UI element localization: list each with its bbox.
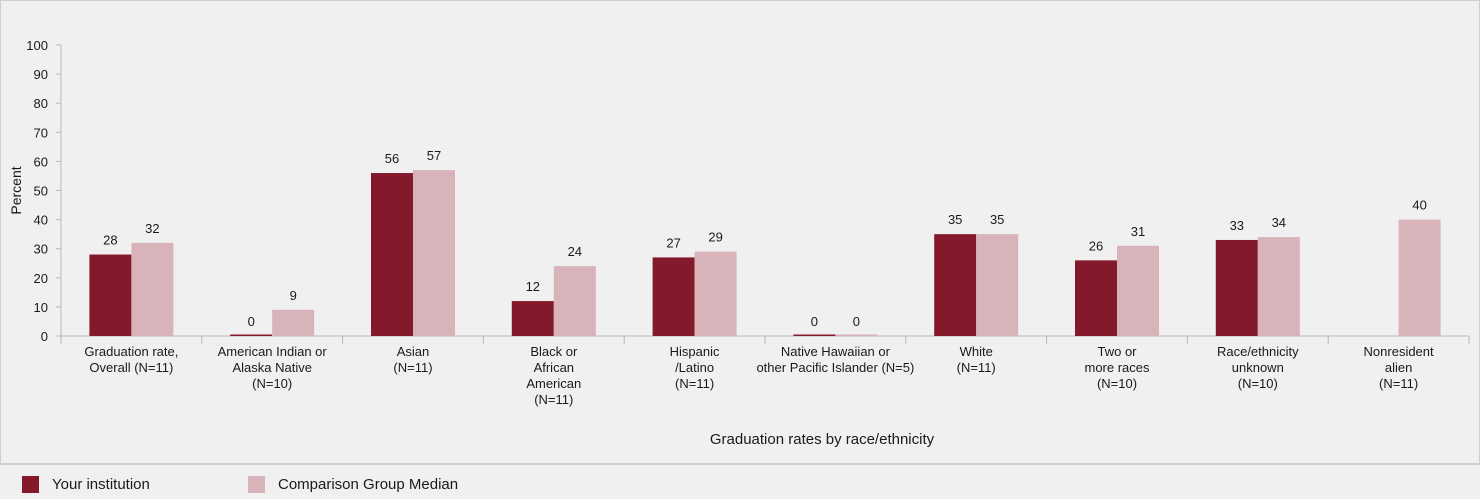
bar-comparison-median bbox=[1117, 245, 1159, 336]
legend: Your institution Comparison Group Median bbox=[0, 464, 1480, 499]
x-tick-label-line: (N=10) bbox=[1238, 376, 1278, 391]
chart-frame: 0 10 20 30 40 50 60 70 80 90 100 Percent 28 32 Graduat… bbox=[0, 0, 1480, 464]
x-tick-label: Asian (N=11) bbox=[393, 344, 432, 375]
data-label: 0 bbox=[853, 314, 860, 329]
bar-comparison-median bbox=[131, 242, 174, 336]
bar-your-institution bbox=[89, 254, 132, 336]
x-tick-label-line: Black or bbox=[530, 344, 578, 359]
y-tick-label: 20 bbox=[34, 271, 48, 286]
x-tick-label-line: alien bbox=[1385, 360, 1412, 375]
x-tick-label-line: African bbox=[534, 360, 574, 375]
legend-item-comparison-group-median: Comparison Group Median bbox=[248, 476, 458, 493]
x-tick-label-line: Asian bbox=[397, 344, 430, 359]
bar-comparison-median bbox=[553, 266, 596, 336]
y-tick-label: 90 bbox=[34, 67, 48, 82]
x-tick-label-line: more races bbox=[1084, 360, 1150, 375]
data-label: 32 bbox=[145, 221, 159, 236]
x-tick-label-line: (N=11) bbox=[534, 392, 573, 407]
data-label: 9 bbox=[290, 288, 297, 303]
x-tick-label-line: /Latino bbox=[675, 360, 714, 375]
legend-label-comparison-group-median: Comparison Group Median bbox=[278, 476, 459, 493]
bar-your-institution bbox=[371, 173, 413, 336]
y-axis-title: Percent bbox=[8, 166, 24, 214]
x-tick-label-line: Alaska Native bbox=[232, 360, 311, 375]
x-tick-label-line: American bbox=[526, 376, 581, 391]
x-tick-label: Hispanic/Latino (N=11) bbox=[670, 344, 720, 391]
data-label: 35 bbox=[990, 212, 1004, 227]
x-tick-label: Race/ethnicity unknown (N=10) bbox=[1217, 344, 1299, 391]
data-label: 12 bbox=[526, 279, 540, 294]
x-tick-label-line: (N=11) bbox=[393, 360, 432, 375]
data-label: 34 bbox=[1272, 215, 1286, 230]
y-tick-label: 70 bbox=[34, 125, 48, 140]
data-label: 33 bbox=[1230, 218, 1244, 233]
bar-chart: 0102030405060708090100Percent2832Graduat… bbox=[8, 38, 1470, 448]
legend-swatch-comparison-group-median bbox=[248, 476, 265, 493]
data-label: 26 bbox=[1089, 238, 1103, 253]
x-tick-label-line: Hispanic bbox=[670, 344, 720, 359]
x-tick-label: Two or more races (N=10) bbox=[1084, 344, 1150, 391]
data-label: 56 bbox=[385, 151, 399, 166]
bar-comparison-median bbox=[1398, 219, 1441, 336]
x-tick-label: Graduation rate, Overall (N=11) bbox=[84, 344, 178, 375]
legend-swatch-your-institution bbox=[22, 476, 39, 493]
x-tick-label-line: Nonresident bbox=[1364, 344, 1434, 359]
y-tick-label: 40 bbox=[34, 213, 48, 228]
x-tick-label-line: Native Hawaiian or bbox=[781, 344, 891, 359]
x-tick-label-line: unknown bbox=[1232, 360, 1284, 375]
y-tick-label: 30 bbox=[34, 242, 48, 257]
y-tick-label: 0 bbox=[41, 329, 48, 344]
bar-comparison-median bbox=[976, 234, 1019, 336]
x-tick-label: Black or African American (N=11) bbox=[526, 344, 581, 407]
x-tick-label-line: (N=11) bbox=[957, 360, 996, 375]
legend-item-your-institution: Your institution bbox=[22, 476, 150, 493]
bar-comparison-median bbox=[694, 251, 737, 336]
x-tick-label-line: Race/ethnicity bbox=[1217, 344, 1299, 359]
data-label: 27 bbox=[666, 235, 680, 250]
legend-label-your-institution: Your institution bbox=[52, 476, 150, 493]
bar-comparison-median bbox=[413, 170, 455, 336]
data-label: 0 bbox=[248, 314, 255, 329]
bar-comparison-median bbox=[1257, 237, 1300, 336]
x-tick-label: Nonresident alien (N=11) bbox=[1364, 344, 1434, 391]
x-tick-label-line: Two or bbox=[1097, 344, 1137, 359]
bar-your-institution bbox=[1075, 260, 1117, 336]
x-tick-label: American Indian or Alaska Native (N=10) bbox=[218, 344, 328, 391]
data-label: 0 bbox=[811, 314, 818, 329]
data-label: 29 bbox=[708, 230, 722, 245]
y-tick-label: 60 bbox=[34, 154, 48, 169]
bar-your-institution bbox=[652, 257, 695, 336]
bar-your-institution bbox=[1215, 239, 1258, 336]
data-label: 28 bbox=[103, 233, 117, 248]
x-tick-label-line: (N=10) bbox=[252, 376, 292, 391]
x-tick-label-line: other Pacific Islander (N=5) bbox=[756, 360, 914, 375]
x-tick-label-line: (N=11) bbox=[675, 376, 714, 391]
y-tick-label: 10 bbox=[34, 300, 48, 315]
y-tick-label: 50 bbox=[34, 184, 48, 199]
x-tick-label-line: (N=11) bbox=[1379, 376, 1418, 391]
data-label: 35 bbox=[948, 212, 962, 227]
data-label: 57 bbox=[427, 148, 441, 163]
x-tick-label-line: Graduation rate, bbox=[84, 344, 178, 359]
x-tick-label: White (N=11) bbox=[957, 344, 996, 375]
bar-your-institution bbox=[230, 334, 273, 336]
x-tick-label: Native Hawaiian or other Pacific Islander… bbox=[756, 344, 914, 375]
x-tick-label-line: American Indian or bbox=[218, 344, 328, 359]
bar-comparison-median bbox=[835, 334, 878, 336]
x-tick-label-line: White bbox=[960, 344, 993, 359]
data-label: 31 bbox=[1131, 224, 1145, 239]
bar-your-institution bbox=[793, 334, 836, 336]
data-label: 40 bbox=[1412, 198, 1426, 213]
bar-your-institution bbox=[934, 234, 977, 336]
x-axis-title: Graduation rates by race/ethnicity bbox=[710, 431, 935, 448]
y-tick-label: 80 bbox=[34, 96, 48, 111]
bar-your-institution bbox=[511, 301, 554, 336]
x-tick-label-line: Overall (N=11) bbox=[89, 360, 173, 375]
y-tick-label: 100 bbox=[26, 38, 48, 53]
data-label: 24 bbox=[568, 244, 582, 259]
x-tick-label-line: (N=10) bbox=[1097, 376, 1137, 391]
bar-comparison-median bbox=[272, 309, 315, 336]
